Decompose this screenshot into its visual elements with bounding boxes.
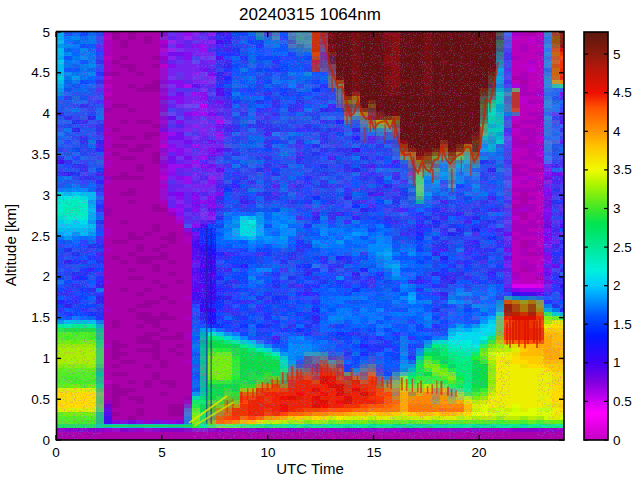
svg-text:0: 0 bbox=[42, 433, 50, 448]
svg-text:4: 4 bbox=[613, 124, 621, 139]
svg-text:4: 4 bbox=[42, 106, 50, 121]
svg-text:3: 3 bbox=[613, 201, 621, 216]
svg-text:1.5: 1.5 bbox=[613, 317, 632, 332]
svg-text:1.5: 1.5 bbox=[31, 310, 50, 325]
svg-text:3: 3 bbox=[42, 188, 50, 203]
svg-text:5: 5 bbox=[613, 47, 621, 62]
svg-text:0: 0 bbox=[52, 445, 60, 460]
svg-text:4.5: 4.5 bbox=[613, 85, 632, 100]
svg-text:2.5: 2.5 bbox=[31, 229, 50, 244]
svg-text:10: 10 bbox=[260, 445, 275, 460]
svg-text:20: 20 bbox=[471, 445, 486, 460]
svg-text:1: 1 bbox=[42, 351, 50, 366]
svg-text:Altitude [km]: Altitude [km] bbox=[2, 204, 19, 287]
svg-text:4.5: 4.5 bbox=[31, 65, 50, 80]
svg-text:3.5: 3.5 bbox=[31, 147, 50, 162]
svg-text:0.5: 0.5 bbox=[613, 394, 632, 409]
svg-text:5: 5 bbox=[42, 25, 50, 40]
svg-text:20240315 1064nm: 20240315 1064nm bbox=[239, 5, 381, 24]
svg-text:1: 1 bbox=[613, 355, 621, 370]
svg-text:0: 0 bbox=[613, 433, 621, 448]
svg-text:3.5: 3.5 bbox=[613, 162, 632, 177]
svg-text:2: 2 bbox=[42, 269, 50, 284]
svg-text:2: 2 bbox=[613, 278, 621, 293]
svg-text:UTC Time: UTC Time bbox=[276, 460, 344, 477]
svg-text:2.5: 2.5 bbox=[613, 240, 632, 255]
svg-text:5: 5 bbox=[158, 445, 166, 460]
svg-text:0.5: 0.5 bbox=[31, 392, 50, 407]
svg-text:15: 15 bbox=[366, 445, 381, 460]
